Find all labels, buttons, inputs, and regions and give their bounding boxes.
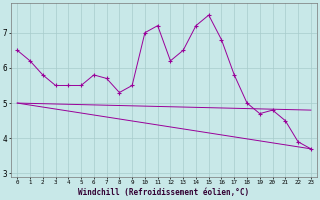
X-axis label: Windchill (Refroidissement éolien,°C): Windchill (Refroidissement éolien,°C) (78, 188, 250, 197)
